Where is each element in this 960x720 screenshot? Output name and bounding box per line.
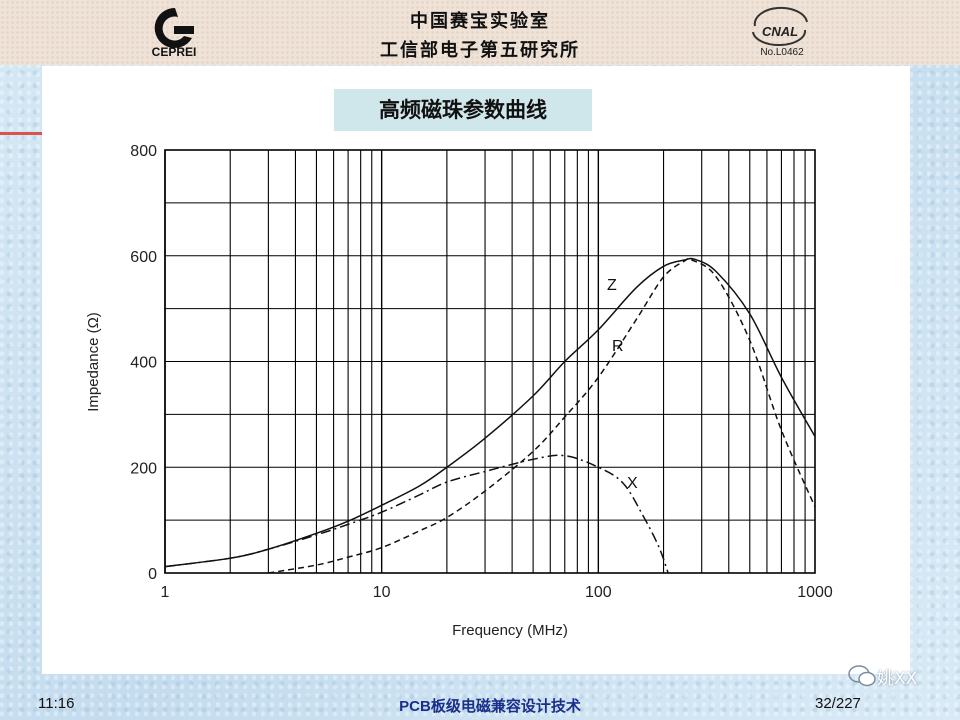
cnal-mark-text: CNAL: [762, 24, 798, 39]
y-tick-label: 400: [130, 355, 157, 372]
accreditation-number: No.L0462: [760, 47, 804, 58]
chart-grid: [164, 149, 816, 574]
x-tick-label: 100: [585, 584, 612, 601]
x-tick-label: 1: [161, 584, 170, 601]
y-tick-label: 800: [130, 143, 157, 160]
footer-title: PCB板级电磁兼容设计技术: [399, 698, 581, 715]
series-line-x: [164, 454, 669, 574]
y-axis-label: Impedance (Ω): [85, 312, 102, 412]
y-tick-label: 200: [130, 460, 157, 477]
footer-time: 11:16: [38, 695, 75, 712]
page-number: 32/227: [815, 695, 861, 712]
x-tick-label: 10: [373, 584, 391, 601]
watermark-text: 姚XX: [877, 669, 918, 689]
chart-labels: Z R X Frequency (MHz) Impedance (Ω): [85, 277, 638, 639]
decorative-red-line: [0, 132, 42, 135]
series-line-r: [268, 257, 816, 574]
series-label-r: R: [612, 338, 624, 355]
cnal-logo-icon: CNAL: [752, 6, 808, 46]
x-tick-label: 1000: [797, 584, 833, 601]
y-tick-label: 0: [148, 566, 157, 583]
y-tick-label: 600: [130, 249, 157, 266]
series-line-z: [164, 257, 816, 568]
ceprei-logo-text: CEPREI: [151, 45, 197, 59]
slide-header: CEPREI 中国赛宝实验室 工信部电子第五研究所 CNAL No.L0462: [0, 0, 960, 65]
ceprei-logo-icon: [154, 7, 194, 48]
x-axis-label: Frequency (MHz): [452, 622, 568, 639]
chart-curves: [164, 257, 816, 574]
slide-title: 高频磁珠参数曲线: [334, 89, 592, 131]
org-name-line2: 工信部电子第五研究所: [380, 40, 580, 61]
org-name-line1: 中国赛宝实验室: [410, 11, 550, 32]
wechat-icon: [848, 665, 876, 687]
chart-ticks: 1 10 100 1000 0 200 400 600 800: [130, 143, 833, 601]
plot-frame: [164, 149, 816, 574]
series-label-z: Z: [607, 277, 617, 294]
series-label-x: X: [627, 475, 638, 492]
